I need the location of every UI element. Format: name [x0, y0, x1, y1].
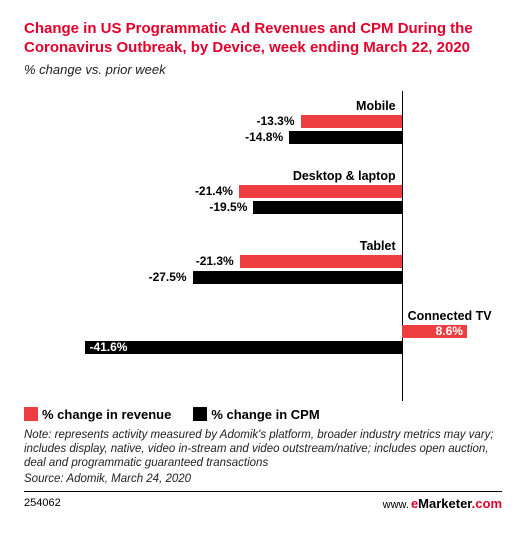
legend-swatch	[24, 407, 38, 421]
bar-label: -13.3%	[257, 114, 295, 128]
group-label: Tablet	[360, 239, 396, 253]
bar-label: -19.5%	[209, 200, 247, 214]
footer-id: 254062	[24, 497, 61, 509]
legend-swatch	[193, 407, 207, 421]
legend: % change in revenue % change in CPM	[24, 407, 502, 422]
brand-www: www.	[383, 499, 409, 511]
bar-cpm	[289, 131, 401, 144]
group-label: Desktop & laptop	[293, 169, 396, 183]
bar-label: 8.6%	[436, 324, 463, 338]
bar-revenue	[240, 255, 402, 268]
footer: 254062 www.eMarketer.com	[24, 496, 502, 511]
group-label: Connected TV	[408, 309, 492, 323]
bar-cpm	[253, 201, 401, 214]
bar-label: -27.5%	[149, 270, 187, 284]
bar-chart: Mobile -13.3% -14.8% Desktop & laptop -21.4%…	[24, 91, 502, 401]
bar-cpm	[85, 341, 401, 354]
bar-label: -21.4%	[195, 184, 233, 198]
legend-text: % change in revenue	[42, 407, 171, 422]
brand-logo: www.eMarketer.com	[383, 496, 502, 511]
footer-divider	[24, 491, 502, 492]
bar-label: -21.3%	[196, 254, 234, 268]
chart-source: Source: Adomik, March 24, 2020	[24, 473, 502, 485]
chart-title: Change in US Programmatic Ad Revenues an…	[24, 20, 502, 58]
bar-cpm	[193, 271, 402, 284]
zero-axis	[402, 91, 403, 401]
brand-dot: .com	[472, 496, 502, 511]
bar-revenue	[239, 185, 402, 198]
bar-label: -41.6%	[89, 340, 127, 354]
bar-label: -14.8%	[245, 130, 283, 144]
bar-revenue	[301, 115, 402, 128]
group-label: Mobile	[356, 99, 396, 113]
chart-note: Note: represents activity measured by Ad…	[24, 428, 502, 471]
chart-subtitle: % change vs. prior week	[24, 62, 502, 77]
legend-text: % change in CPM	[211, 407, 319, 422]
brand-m: Marketer	[418, 496, 471, 511]
